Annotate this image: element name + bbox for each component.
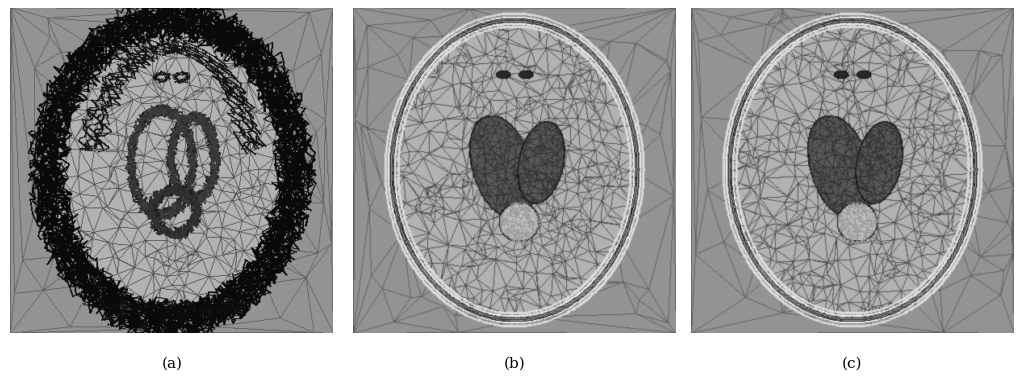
Text: (b): (b)	[503, 357, 526, 371]
Text: (c): (c)	[842, 357, 862, 371]
Text: (a): (a)	[162, 357, 182, 371]
